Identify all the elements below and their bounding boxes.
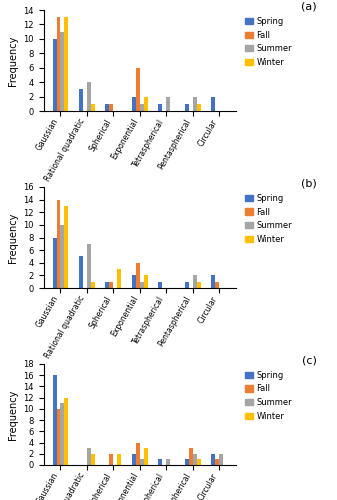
- Bar: [136, 263, 140, 288]
- Bar: [91, 282, 95, 288]
- Legend: Spring, Fall, Summer, Winter: Spring, Fall, Summer, Winter: [244, 193, 293, 244]
- Bar: [110, 104, 113, 111]
- Bar: [87, 82, 91, 111]
- Bar: [136, 442, 140, 465]
- Bar: [197, 282, 201, 288]
- X-axis label: Experimental model: Experimental model: [91, 189, 189, 199]
- Bar: [87, 244, 91, 288]
- X-axis label: Experimental model: Experimental model: [91, 366, 189, 376]
- Bar: [140, 282, 144, 288]
- Bar: [211, 454, 215, 465]
- Bar: [144, 448, 148, 465]
- Bar: [158, 104, 162, 111]
- Bar: [110, 282, 113, 288]
- Bar: [215, 460, 219, 465]
- Text: (c): (c): [302, 356, 316, 366]
- Bar: [140, 104, 144, 111]
- Bar: [219, 454, 223, 465]
- Bar: [60, 32, 64, 111]
- Bar: [79, 256, 83, 288]
- Bar: [53, 238, 57, 288]
- Bar: [158, 282, 162, 288]
- Bar: [197, 460, 201, 465]
- Bar: [193, 454, 197, 465]
- Bar: [166, 96, 170, 111]
- Legend: Spring, Fall, Summer, Winter: Spring, Fall, Summer, Winter: [244, 370, 293, 422]
- Bar: [64, 206, 68, 288]
- Bar: [91, 104, 95, 111]
- Bar: [87, 448, 91, 465]
- Bar: [185, 282, 189, 288]
- Bar: [105, 282, 110, 288]
- Bar: [64, 398, 68, 465]
- Bar: [60, 225, 64, 288]
- Bar: [197, 104, 201, 111]
- Bar: [53, 39, 57, 111]
- Y-axis label: Frequency: Frequency: [8, 36, 18, 86]
- Bar: [189, 448, 193, 465]
- Bar: [144, 276, 148, 288]
- Bar: [193, 96, 197, 111]
- Text: (b): (b): [301, 179, 316, 189]
- Bar: [117, 269, 121, 288]
- Bar: [132, 276, 136, 288]
- Bar: [64, 17, 68, 111]
- Bar: [215, 282, 219, 288]
- Bar: [193, 276, 197, 288]
- Bar: [57, 409, 60, 465]
- Bar: [110, 454, 113, 465]
- Bar: [158, 460, 162, 465]
- Bar: [57, 200, 60, 288]
- Bar: [211, 96, 215, 111]
- Bar: [91, 454, 95, 465]
- Text: (a): (a): [301, 2, 316, 12]
- Y-axis label: Frequency: Frequency: [8, 390, 18, 440]
- Bar: [132, 96, 136, 111]
- Bar: [166, 460, 170, 465]
- Y-axis label: Frequency: Frequency: [8, 212, 18, 262]
- Bar: [53, 375, 57, 465]
- Bar: [185, 104, 189, 111]
- Bar: [211, 276, 215, 288]
- Bar: [60, 403, 64, 465]
- Bar: [117, 454, 121, 465]
- Bar: [105, 104, 110, 111]
- Bar: [79, 90, 83, 111]
- Bar: [57, 17, 60, 111]
- Bar: [144, 96, 148, 111]
- Legend: Spring, Fall, Summer, Winter: Spring, Fall, Summer, Winter: [244, 16, 293, 68]
- Bar: [185, 460, 189, 465]
- Bar: [136, 68, 140, 111]
- Bar: [132, 454, 136, 465]
- Bar: [140, 460, 144, 465]
